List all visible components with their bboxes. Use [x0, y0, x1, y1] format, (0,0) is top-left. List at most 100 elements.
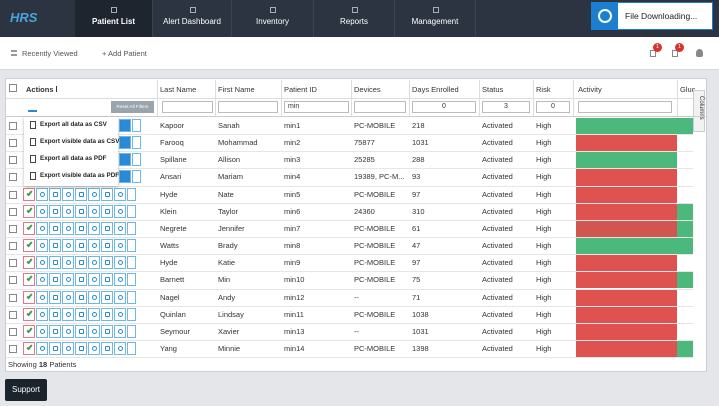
column-header[interactable]: Devices — [354, 85, 381, 94]
action-more[interactable] — [127, 187, 136, 201]
row-check[interactable] — [9, 207, 17, 216]
action-button[interactable] — [36, 204, 48, 218]
action-button[interactable] — [101, 204, 113, 218]
action-button[interactable] — [49, 324, 61, 338]
column-header[interactable]: First Name — [218, 85, 255, 94]
row-check[interactable] — [9, 190, 17, 199]
action-button[interactable] — [36, 221, 48, 235]
action-button[interactable] — [49, 239, 61, 253]
filter-input[interactable] — [162, 101, 213, 113]
action-button[interactable] — [36, 273, 48, 287]
action-button[interactable] — [23, 341, 35, 355]
action-button[interactable] — [36, 256, 48, 270]
toolbar-icon[interactable] — [672, 50, 678, 57]
row-check[interactable] — [9, 310, 17, 319]
action-button[interactable] — [36, 290, 48, 304]
row-check[interactable] — [9, 224, 17, 233]
action-button[interactable] — [75, 307, 87, 321]
action-button[interactable] — [23, 290, 35, 304]
filter-input[interactable]: min — [284, 101, 349, 113]
action-button[interactable] — [75, 290, 87, 304]
action-button[interactable] — [75, 273, 87, 287]
action-button[interactable] — [88, 341, 100, 355]
action-button[interactable] — [62, 256, 74, 270]
action-button[interactable] — [23, 324, 35, 338]
action-button[interactable] — [75, 256, 87, 270]
action-more[interactable] — [127, 204, 136, 218]
action-button[interactable] — [119, 136, 131, 150]
action-button[interactable] — [114, 204, 126, 218]
action-button[interactable] — [114, 307, 126, 321]
column-header[interactable]: Activity — [578, 85, 602, 94]
export-item[interactable]: Export all data as PDF — [40, 155, 107, 163]
action-button[interactable] — [114, 324, 126, 338]
row-check[interactable] — [9, 122, 17, 130]
action-button[interactable] — [119, 153, 131, 167]
action-button[interactable] — [75, 239, 87, 253]
filter-input[interactable]: 3 — [482, 101, 530, 113]
action-button[interactable] — [49, 187, 61, 201]
column-header[interactable]: Patient ID — [284, 85, 317, 94]
row-check[interactable] — [9, 327, 17, 336]
action-button[interactable] — [62, 221, 74, 235]
action-button[interactable] — [119, 119, 131, 132]
action-more[interactable] — [127, 307, 136, 321]
action-button[interactable] — [23, 307, 35, 321]
reset-filters[interactable]: Reset All Filters — [111, 101, 154, 113]
action-button[interactable] — [88, 273, 100, 287]
column-header[interactable]: Status — [482, 85, 504, 94]
action-button[interactable] — [101, 341, 113, 355]
action-button[interactable] — [36, 187, 48, 201]
add-patient[interactable]: + Add Patient — [102, 49, 147, 58]
action-button[interactable] — [114, 239, 126, 253]
export-item[interactable]: Export all data as CSV — [40, 121, 107, 128]
action-button[interactable] — [75, 341, 87, 355]
action-more[interactable] — [132, 170, 141, 184]
action-button[interactable] — [23, 273, 35, 287]
action-button[interactable] — [49, 273, 61, 287]
header-check[interactable] — [9, 84, 17, 92]
action-more[interactable] — [132, 119, 141, 132]
action-button[interactable] — [75, 187, 87, 201]
recently-viewed[interactable]: Recently Viewed — [22, 49, 78, 58]
action-button[interactable] — [88, 239, 100, 253]
action-more[interactable] — [132, 153, 141, 167]
column-header[interactable]: Actions — [26, 85, 54, 94]
action-more[interactable] — [127, 290, 136, 304]
action-button[interactable] — [49, 256, 61, 270]
action-button[interactable] — [23, 187, 35, 201]
action-button[interactable] — [49, 290, 61, 304]
action-button[interactable] — [75, 204, 87, 218]
action-button[interactable] — [88, 256, 100, 270]
action-button[interactable] — [75, 221, 87, 235]
row-check[interactable] — [9, 259, 17, 268]
action-button[interactable] — [114, 273, 126, 287]
action-button[interactable] — [101, 290, 113, 304]
action-button[interactable] — [101, 187, 113, 201]
row-check[interactable] — [9, 173, 17, 182]
action-button[interactable] — [114, 256, 126, 270]
action-button[interactable] — [114, 221, 126, 235]
action-button[interactable] — [88, 307, 100, 321]
action-button[interactable] — [49, 221, 61, 235]
nav-tab[interactable]: Inventory — [232, 0, 314, 37]
row-check[interactable] — [9, 242, 17, 251]
column-header[interactable]: Days Enrolled — [412, 85, 459, 94]
action-button[interactable] — [101, 239, 113, 253]
nav-tab[interactable]: Alert Dashboard — [153, 0, 232, 37]
action-button[interactable] — [36, 239, 48, 253]
action-button[interactable] — [101, 256, 113, 270]
action-button[interactable] — [62, 341, 74, 355]
action-button[interactable] — [62, 187, 74, 201]
action-button[interactable] — [62, 307, 74, 321]
action-more[interactable] — [132, 136, 141, 150]
nav-tab[interactable]: Management — [395, 0, 476, 37]
action-button[interactable] — [88, 187, 100, 201]
toolbar-icon[interactable] — [650, 50, 656, 57]
export-item[interactable]: Export visible data as PDF — [40, 172, 120, 180]
action-button[interactable] — [101, 273, 113, 287]
nav-tab[interactable]: Patient List — [75, 0, 153, 37]
action-button[interactable] — [62, 239, 74, 253]
action-button[interactable] — [23, 221, 35, 235]
nav-tab[interactable]: Reports — [314, 0, 395, 37]
